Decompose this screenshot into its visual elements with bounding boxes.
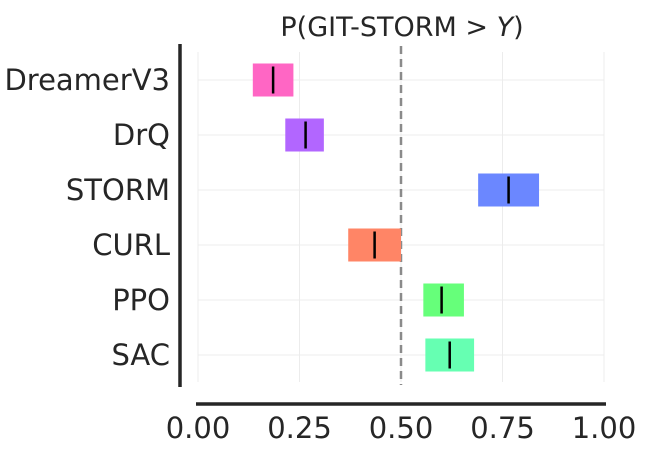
category-label-sac: SAC (111, 338, 170, 372)
x-tick-label-0: 0.00 (166, 411, 231, 445)
category-label-curl: CURL (92, 228, 170, 262)
category-label-dreamerv3: DreamerV3 (4, 63, 170, 97)
title-prefix: P(GIT-STORM > (280, 12, 496, 43)
interval-bars (252, 63, 540, 372)
axes (178, 44, 606, 406)
category-label-storm: STORM (66, 173, 170, 207)
title-variable: Y (497, 12, 516, 43)
chart-title: P(GIT-STORM > Y) (280, 12, 523, 43)
title-suffix: ) (513, 12, 524, 43)
category-label-ppo: PPO (112, 283, 170, 317)
x-tick-label-2: 0.50 (369, 411, 434, 445)
x-tick-label-1: 0.25 (267, 411, 332, 445)
labels: DreamerV3 DrQ STORM CURL PPO SAC 0.00 0.25 0.50 0… (4, 63, 636, 445)
x-tick-label-3: 0.75 (470, 411, 535, 445)
x-tick-label-4: 1.00 (572, 411, 637, 445)
interval-bar-ppo (423, 283, 464, 317)
category-label-drq: DrQ (113, 118, 170, 152)
